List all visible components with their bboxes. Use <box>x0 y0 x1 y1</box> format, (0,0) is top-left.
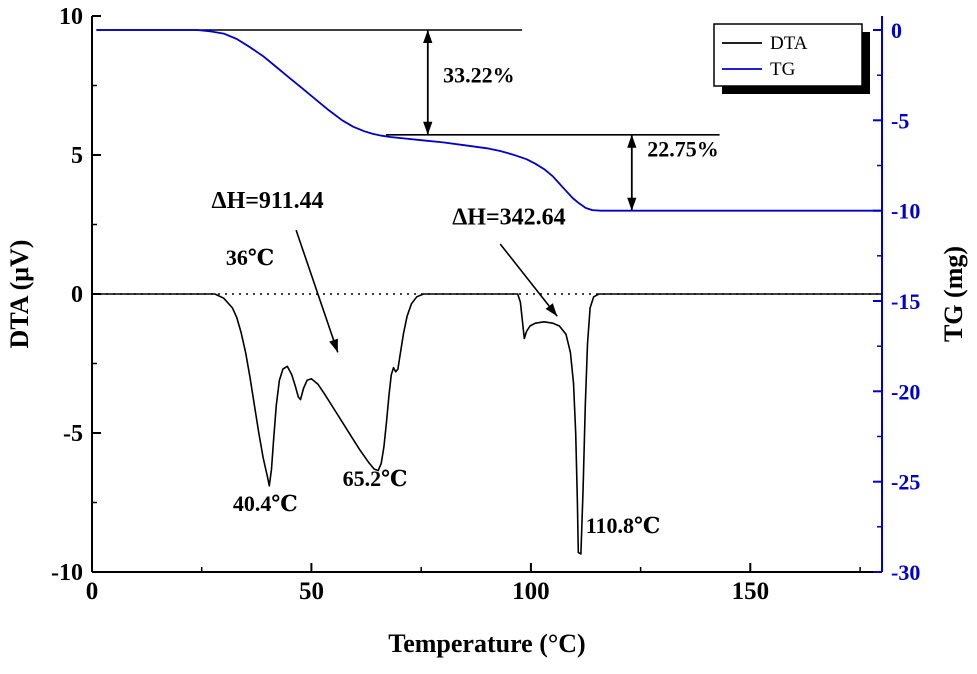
mass-loss-arrow-head-up <box>423 30 433 43</box>
mass-loss-arrow-head-down <box>423 121 433 135</box>
y-right-tick-label: 0 <box>891 18 902 43</box>
enthalpy-arrow-head <box>329 338 338 353</box>
peak-temp-label: 110.8℃ <box>586 513 661 538</box>
mass-loss-label: 33.22% <box>443 62 514 87</box>
enthalpy-arrow-head <box>545 303 558 317</box>
y-left-tick-label: 10 <box>59 4 83 30</box>
y-right-tick-label: -10 <box>891 199 920 224</box>
enthalpy-label: ΔH=342.64 <box>452 205 565 231</box>
mass-loss-arrow-head-up <box>627 134 637 148</box>
y-left-tick-label: -10 <box>51 560 83 586</box>
x-axis-title: Temperature (°C) <box>388 629 585 658</box>
mass-loss-arrow-head-down <box>627 197 637 211</box>
dta-curve <box>96 293 882 555</box>
x-tick-label: 150 <box>732 578 770 605</box>
y-left-axis-title: DTA (μV) <box>5 240 34 349</box>
y-left-tick-label: 0 <box>71 282 83 308</box>
y-right-axis-title: TG (mg) <box>939 246 968 342</box>
enthalpy-label: ΔH=911.44 <box>212 188 324 214</box>
y-right-tick-label: -5 <box>891 108 909 133</box>
x-tick-label: 50 <box>299 578 324 605</box>
legend-box <box>713 23 863 87</box>
peak-temp-label: 40.4℃ <box>233 491 298 516</box>
legend-label-tg: TG <box>770 59 796 80</box>
x-tick-label: 0 <box>86 578 99 605</box>
y-right-tick-label: -25 <box>891 470 920 495</box>
x-tick-label: 100 <box>512 578 550 605</box>
enthalpy-arrow-line <box>295 229 339 353</box>
mass-loss-label: 22.75% <box>647 136 719 161</box>
y-right-tick-label: -15 <box>891 289 920 314</box>
y-left-tick-label: 5 <box>71 143 83 169</box>
legend: DTA TG <box>713 23 870 94</box>
y-right-tick-label: -20 <box>891 379 920 404</box>
y-right-tick-label: -30 <box>891 560 920 585</box>
legend-label-dta: DTA <box>770 33 808 54</box>
tg-curve <box>96 29 882 212</box>
peak-temp-label: 36℃ <box>226 245 274 270</box>
y-left-tick-label: -5 <box>63 421 83 447</box>
enthalpy-arrow-line <box>499 243 558 317</box>
peak-temp-label: 65.2℃ <box>343 466 408 491</box>
